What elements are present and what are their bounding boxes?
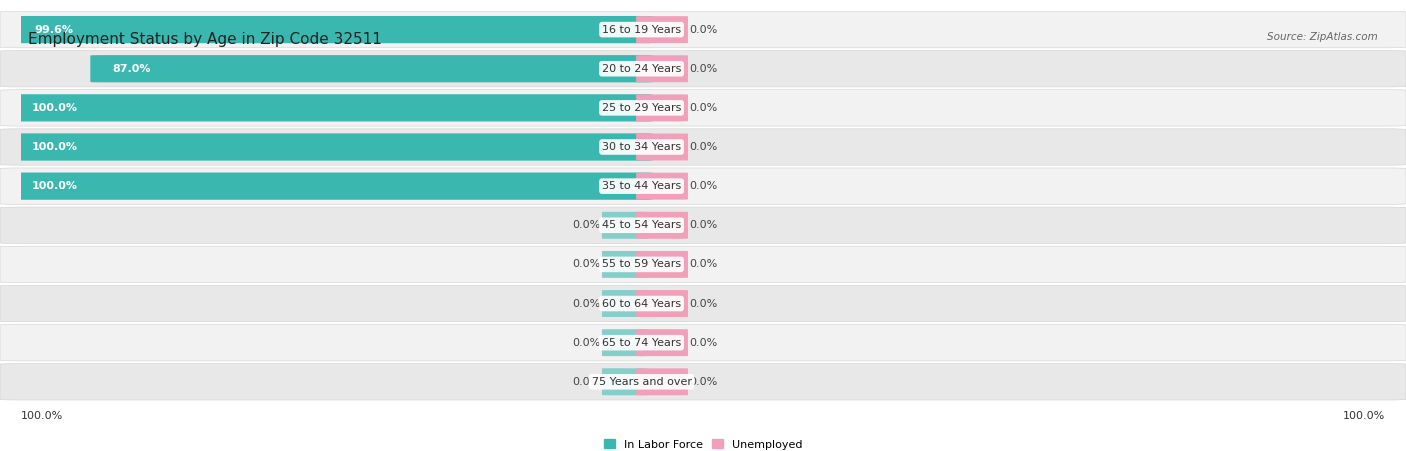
FancyBboxPatch shape [636,290,688,317]
FancyBboxPatch shape [0,51,1406,87]
FancyBboxPatch shape [602,251,647,278]
FancyBboxPatch shape [10,94,652,121]
Text: 0.0%: 0.0% [689,259,717,269]
FancyBboxPatch shape [636,55,688,82]
Text: 0.0%: 0.0% [689,64,717,74]
Text: 0.0%: 0.0% [572,220,600,230]
FancyBboxPatch shape [602,329,647,356]
Text: 20 to 24 Years: 20 to 24 Years [602,64,682,74]
FancyBboxPatch shape [636,94,688,121]
Text: 0.0%: 0.0% [689,377,717,387]
FancyBboxPatch shape [10,173,652,200]
Text: 0.0%: 0.0% [689,220,717,230]
FancyBboxPatch shape [636,173,688,200]
FancyBboxPatch shape [602,368,647,395]
Text: 16 to 19 Years: 16 to 19 Years [602,25,681,35]
Text: 0.0%: 0.0% [572,299,600,308]
Text: 65 to 74 Years: 65 to 74 Years [602,338,681,348]
Text: 55 to 59 Years: 55 to 59 Years [602,259,681,269]
FancyBboxPatch shape [0,168,1406,204]
FancyBboxPatch shape [636,16,688,43]
Text: 0.0%: 0.0% [572,338,600,348]
FancyBboxPatch shape [0,285,1406,322]
Text: 100.0%: 100.0% [21,411,63,421]
Text: 45 to 54 Years: 45 to 54 Years [602,220,681,230]
FancyBboxPatch shape [636,251,688,278]
FancyBboxPatch shape [636,329,688,356]
Text: 0.0%: 0.0% [572,377,600,387]
Text: 100.0%: 100.0% [31,181,77,191]
FancyBboxPatch shape [13,16,652,43]
FancyBboxPatch shape [636,368,688,395]
FancyBboxPatch shape [90,55,652,83]
Text: 0.0%: 0.0% [689,142,717,152]
Text: 75 Years and over: 75 Years and over [592,377,692,387]
Text: 0.0%: 0.0% [689,299,717,308]
FancyBboxPatch shape [636,133,688,161]
Text: 100.0%: 100.0% [31,103,77,113]
Text: 0.0%: 0.0% [689,25,717,35]
FancyBboxPatch shape [636,212,688,239]
Text: 0.0%: 0.0% [689,338,717,348]
Text: 30 to 34 Years: 30 to 34 Years [602,142,681,152]
Text: 25 to 29 Years: 25 to 29 Years [602,103,682,113]
FancyBboxPatch shape [0,11,1406,48]
FancyBboxPatch shape [0,129,1406,165]
FancyBboxPatch shape [0,364,1406,400]
Text: Source: ZipAtlas.com: Source: ZipAtlas.com [1267,32,1378,41]
FancyBboxPatch shape [0,246,1406,283]
FancyBboxPatch shape [10,133,652,161]
Text: 100.0%: 100.0% [31,142,77,152]
Text: 99.6%: 99.6% [34,25,73,35]
Legend: In Labor Force, Unemployed: In Labor Force, Unemployed [599,435,807,451]
FancyBboxPatch shape [0,207,1406,244]
Text: 0.0%: 0.0% [572,259,600,269]
Text: 0.0%: 0.0% [689,103,717,113]
Text: 0.0%: 0.0% [689,181,717,191]
Text: 87.0%: 87.0% [112,64,150,74]
Text: 100.0%: 100.0% [1343,411,1385,421]
FancyBboxPatch shape [0,324,1406,361]
FancyBboxPatch shape [0,90,1406,126]
FancyBboxPatch shape [602,212,647,239]
Text: Employment Status by Age in Zip Code 32511: Employment Status by Age in Zip Code 325… [28,32,382,46]
Text: 60 to 64 Years: 60 to 64 Years [602,299,681,308]
FancyBboxPatch shape [602,290,647,317]
Text: 35 to 44 Years: 35 to 44 Years [602,181,681,191]
